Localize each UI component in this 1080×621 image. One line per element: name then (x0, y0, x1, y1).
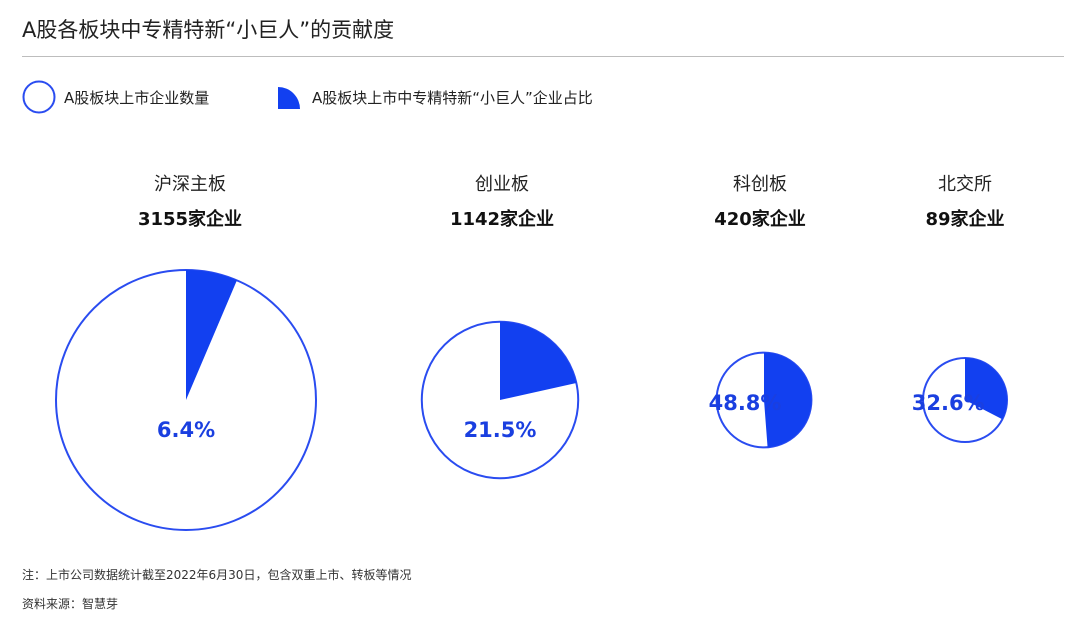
board-count: 89家企业 (925, 208, 1004, 230)
legend-sector-icon (278, 87, 300, 109)
pie-slice (965, 358, 1008, 420)
board-count: 1142家企业 (450, 208, 554, 230)
board-count: 420家企业 (714, 208, 806, 230)
pct-label: 21.5% (464, 418, 537, 442)
legend-item-total: A股板块上市企业数量 (22, 80, 209, 114)
page-title: A股各板块中专精特新“小巨人”的贡献度 (22, 18, 395, 42)
pct-label: 32.6% (912, 391, 985, 415)
board-name: 创业板 (475, 174, 529, 195)
legend-label-total: A股板块上市企业数量 (64, 88, 210, 107)
footnote-note: 注：上市公司数据统计截至2022年6月30日，包含双重上市、转板等情况 (22, 568, 412, 582)
board-name: 北交所 (938, 174, 992, 195)
pct-label: 48.8% (709, 391, 782, 415)
board-name: 科创板 (733, 174, 787, 195)
pie-slice (764, 352, 812, 448)
legend-label-share: A股板块上市中专精特新“小巨人”企业占比 (312, 88, 593, 107)
legend-circle-icon (22, 80, 56, 114)
footnote-source: 资料来源：智慧芽 (22, 597, 119, 611)
pct-label: 6.4% (157, 418, 215, 442)
board-count: 3155家企业 (138, 208, 242, 230)
legend-item-share: A股板块上市中专精特新“小巨人”企业占比 (274, 80, 593, 114)
title-divider (22, 56, 1064, 57)
pie-slice (500, 321, 577, 400)
board-name: 沪深主板 (154, 174, 226, 195)
pie-slice (186, 270, 237, 400)
